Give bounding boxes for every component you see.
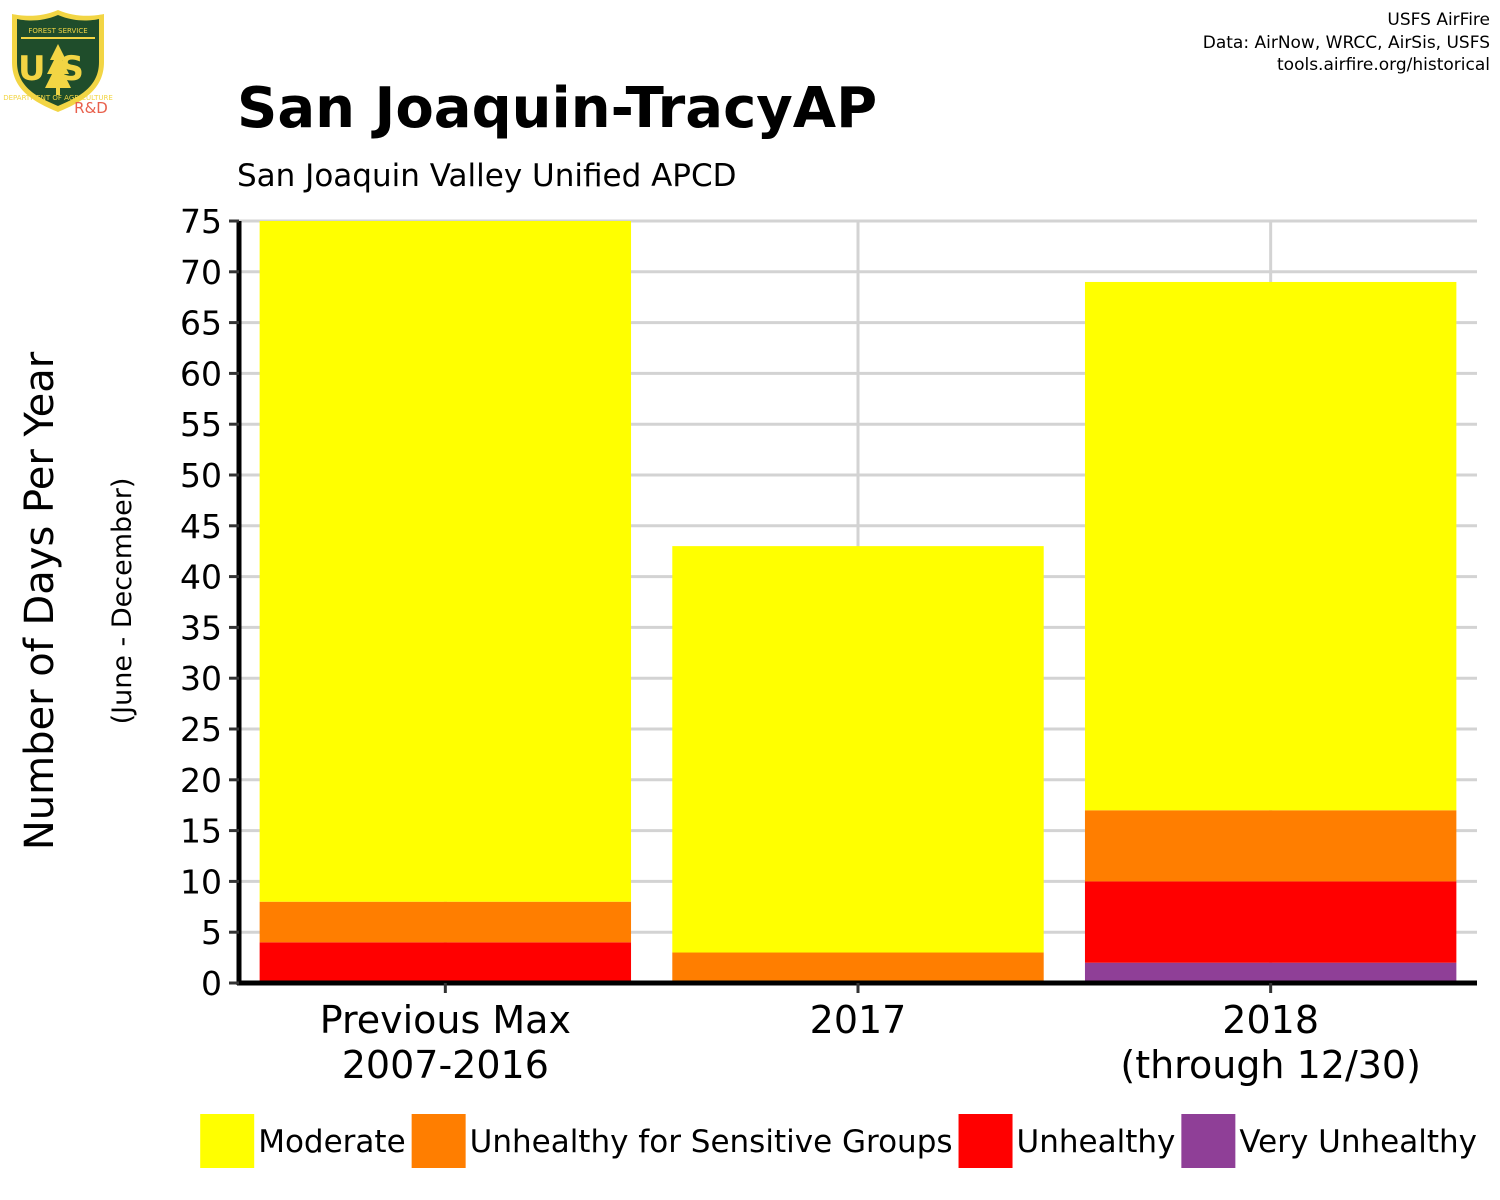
legend-label: Moderate [258, 1124, 405, 1160]
y-tick-label: 10 [180, 862, 222, 901]
legend-label: Very Unhealthy [1239, 1124, 1477, 1160]
y-axis-sublabel: (June - December) [107, 478, 138, 725]
logo-bottom-text: DEPARTMENT OF AGRICULTURE [3, 94, 113, 102]
y-tick-label: 70 [180, 253, 222, 292]
y-tick-label: 60 [180, 354, 222, 393]
x-tick-label: (through 12/30) [1120, 1043, 1421, 1087]
logo-rd-label: R&D [74, 99, 108, 117]
bar-segment [672, 952, 1044, 983]
bar-segment [259, 901, 632, 943]
y-tick-label: 20 [180, 761, 222, 800]
bar-segment [259, 221, 632, 902]
legend-swatch [200, 1114, 255, 1168]
y-tick-label: 5 [201, 913, 222, 952]
bars [259, 221, 1457, 983]
y-tick-label: 65 [180, 304, 222, 343]
chart-title: San Joaquin-TracyAP [237, 76, 877, 141]
y-tick-label: 55 [180, 405, 222, 444]
y-tick-labels: 0 5 10 15 20 25 30 35 40 45 50 55 60 65 70 75 [180, 202, 222, 1003]
bar-segment [1084, 281, 1457, 811]
x-tick-label: 2017 [810, 998, 907, 1042]
y-tick-label: 0 [201, 964, 222, 1003]
legend: Moderate Unhealthy for Sensitive Groups Un… [200, 1114, 1477, 1168]
y-axis-label: Number of Days Per Year [17, 351, 63, 850]
y-tick-label: 35 [180, 608, 222, 647]
legend-swatch [1181, 1114, 1236, 1168]
credit-line-3: tools.airfire.org/historical [1277, 55, 1490, 75]
bar-segment [259, 942, 632, 983]
axes [229, 219, 1477, 993]
legend-label: Unhealthy for Sensitive Groups [470, 1124, 953, 1160]
bar-segment [1084, 881, 1457, 963]
forest-service-logo: FOREST SERVICE US DEPARTMENT OF AGRICULT… [3, 10, 113, 117]
logo-top-text: FOREST SERVICE [28, 27, 87, 35]
legend-swatch [958, 1114, 1013, 1168]
credit-line-2: Data: AirNow, WRCC, AirSis, USFS [1203, 33, 1490, 53]
x-tick-label: Previous Max [320, 998, 571, 1042]
y-tick-label: 30 [180, 659, 222, 698]
y-tick-label: 15 [180, 812, 222, 851]
x-tick-label: 2007-2016 [342, 1043, 549, 1087]
tree-icon [45, 44, 71, 95]
y-tick-label: 25 [180, 710, 222, 749]
y-tick-label: 40 [180, 558, 222, 597]
chart-subtitle: San Joaquin Valley Unified APCD [237, 158, 737, 194]
y-tick-label: 50 [180, 456, 222, 495]
x-tick-label: 2018 [1222, 998, 1319, 1042]
y-tick-label: 45 [180, 507, 222, 546]
y-tick-label: 75 [180, 202, 222, 241]
bar-segment [672, 546, 1044, 953]
bar-segment [1084, 810, 1457, 882]
bar-segment [1084, 962, 1457, 983]
legend-label: Unhealthy [1017, 1124, 1176, 1160]
credit-line-1: USFS AirFire [1387, 10, 1490, 30]
legend-swatch [411, 1114, 466, 1168]
